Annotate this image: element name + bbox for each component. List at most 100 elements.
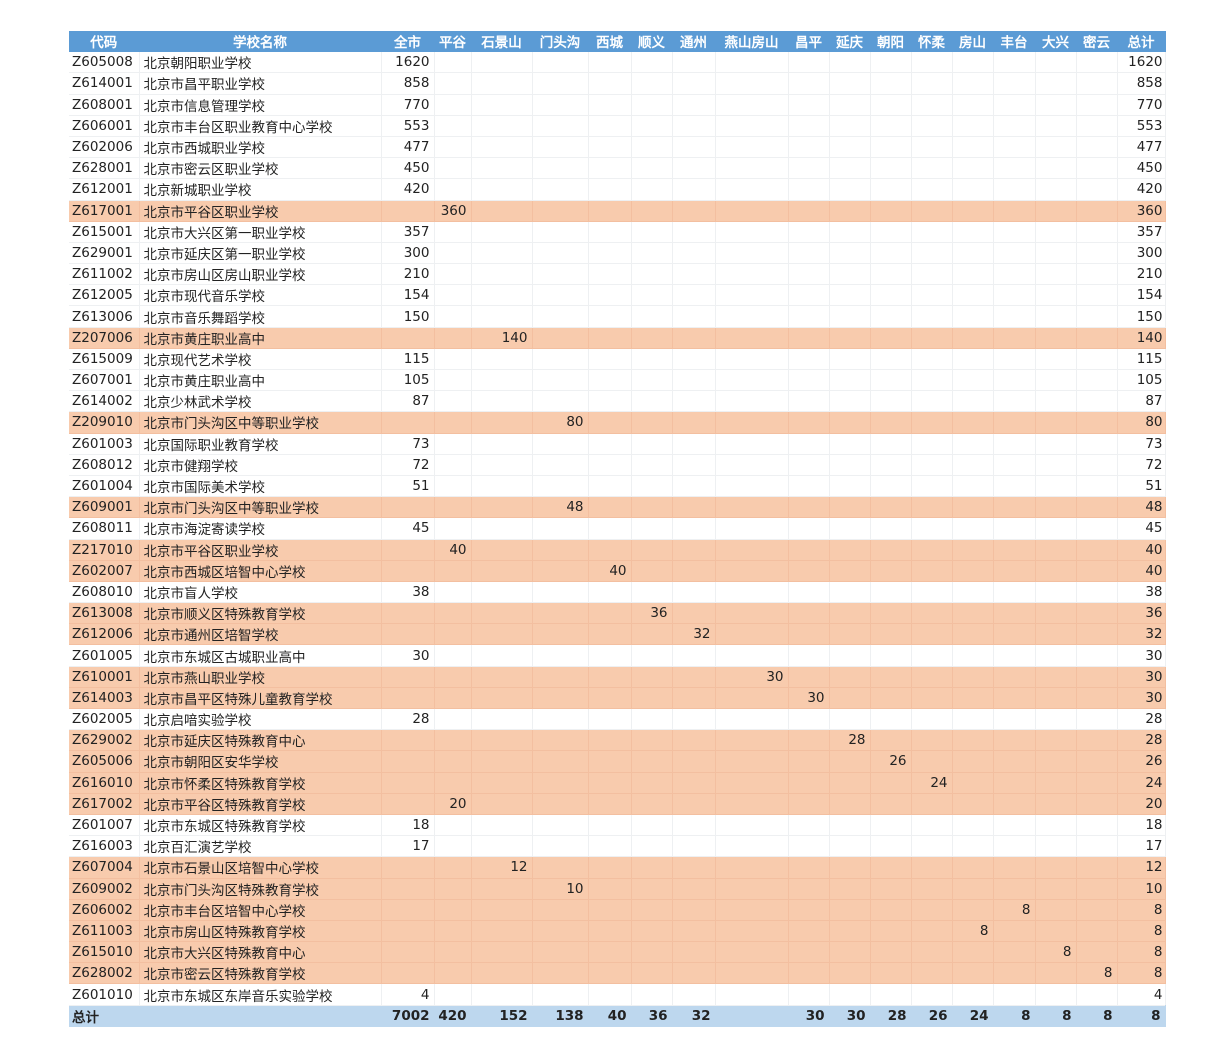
value-cell bbox=[952, 115, 994, 137]
value-cell: 357 bbox=[381, 221, 435, 243]
school-table: 代码 学校名称 全市 平谷 石景山 门头沟 西城 顺义 通州 燕山房山 昌平 延庆 朝阳 怀柔 房山 丰台 大兴… bbox=[69, 31, 1166, 1027]
column-header: 全市 bbox=[381, 31, 435, 53]
value-cell bbox=[788, 899, 830, 921]
value-cell bbox=[471, 983, 533, 1006]
value-cell bbox=[532, 475, 589, 498]
value-cell bbox=[588, 899, 632, 921]
value-cell bbox=[1076, 411, 1118, 434]
value-cell bbox=[952, 433, 994, 455]
row-total-cell: 357 bbox=[1117, 221, 1166, 243]
value-cell bbox=[952, 623, 994, 646]
value-cell bbox=[788, 793, 830, 815]
column-header: 昌平 bbox=[788, 31, 830, 53]
value-cell bbox=[952, 602, 994, 625]
value-cell bbox=[471, 899, 533, 921]
value-cell bbox=[631, 390, 673, 413]
value-cell bbox=[829, 475, 871, 498]
value-cell bbox=[993, 242, 1036, 265]
value-cell bbox=[631, 178, 673, 201]
value-cell bbox=[829, 962, 871, 985]
value-cell bbox=[532, 793, 589, 815]
column-header: 平谷 bbox=[434, 31, 472, 53]
value-cell bbox=[911, 178, 953, 201]
value-cell: 73 bbox=[381, 433, 435, 455]
row-total-cell: 20 bbox=[1117, 793, 1166, 815]
school-name-cell: 北京少林武术学校 bbox=[139, 390, 382, 413]
value-cell bbox=[672, 539, 716, 561]
value-cell bbox=[672, 178, 716, 201]
value-cell bbox=[911, 560, 953, 582]
value-cell bbox=[434, 687, 472, 710]
value-cell bbox=[870, 157, 912, 180]
value-cell bbox=[715, 687, 789, 710]
value-cell bbox=[788, 390, 830, 413]
school-code-cell: Z608010 bbox=[69, 581, 140, 604]
value-cell bbox=[870, 899, 912, 921]
value-cell bbox=[993, 390, 1036, 413]
value-cell bbox=[588, 750, 632, 773]
value-cell bbox=[471, 560, 533, 582]
value-cell bbox=[911, 729, 953, 752]
value-cell bbox=[532, 305, 589, 328]
value-cell bbox=[1035, 348, 1077, 371]
table-row: Z601005 北京市东城区古城职业高中 30 30 bbox=[69, 644, 1166, 667]
value-cell bbox=[434, 242, 472, 265]
value-cell bbox=[532, 221, 589, 243]
school-code-cell: Z601005 bbox=[69, 644, 140, 667]
school-code-cell: Z207006 bbox=[69, 327, 140, 349]
row-total-cell: 51 bbox=[1117, 475, 1166, 498]
value-cell bbox=[381, 666, 435, 688]
value-cell bbox=[471, 51, 533, 74]
value-cell bbox=[1076, 750, 1118, 773]
value-cell bbox=[1035, 51, 1077, 74]
value-cell bbox=[993, 454, 1036, 476]
value-cell bbox=[434, 878, 472, 900]
value-cell bbox=[870, 560, 912, 582]
column-header: 丰台 bbox=[993, 31, 1036, 53]
value-cell bbox=[829, 51, 871, 74]
value-cell: 30 bbox=[381, 644, 435, 667]
value-cell bbox=[1035, 221, 1077, 243]
value-cell bbox=[993, 221, 1036, 243]
value-cell bbox=[631, 623, 673, 646]
value-cell bbox=[1076, 475, 1118, 498]
value-cell bbox=[788, 72, 830, 95]
value-cell: 30 bbox=[715, 666, 789, 688]
school-name-cell: 北京市信息管理学校 bbox=[139, 94, 382, 116]
table-row: Z607001 北京市黄庄职业高中 105 105 bbox=[69, 369, 1166, 392]
value-cell bbox=[715, 496, 789, 519]
value-cell: 8 bbox=[952, 920, 994, 943]
school-name-cell: 北京市现代音乐学校 bbox=[139, 284, 382, 307]
value-cell bbox=[532, 178, 589, 201]
value-cell bbox=[952, 772, 994, 794]
table-row: Z608010 北京市盲人学校 38 38 bbox=[69, 581, 1166, 604]
value-cell bbox=[715, 390, 789, 413]
value-cell bbox=[672, 814, 716, 837]
value-cell bbox=[788, 200, 830, 222]
value-cell bbox=[434, 496, 472, 519]
value-cell bbox=[1076, 305, 1118, 328]
column-header: 通州 bbox=[672, 31, 716, 53]
value-cell bbox=[829, 517, 871, 540]
value-cell bbox=[952, 242, 994, 265]
value-cell bbox=[788, 475, 830, 498]
value-cell bbox=[588, 157, 632, 180]
value-cell bbox=[911, 623, 953, 646]
value-cell: 48 bbox=[532, 496, 589, 519]
value-cell bbox=[672, 327, 716, 349]
value-cell bbox=[434, 390, 472, 413]
column-header: 密云 bbox=[1076, 31, 1118, 53]
value-cell bbox=[788, 433, 830, 455]
value-cell bbox=[672, 878, 716, 900]
value-cell bbox=[631, 644, 673, 667]
value-cell bbox=[631, 454, 673, 476]
row-total-cell: 73 bbox=[1117, 433, 1166, 455]
value-cell bbox=[829, 284, 871, 307]
value-cell bbox=[715, 284, 789, 307]
value-cell bbox=[1076, 687, 1118, 710]
school-name-cell: 北京市怀柔区特殊教育学校 bbox=[139, 772, 382, 794]
value-cell bbox=[1076, 72, 1118, 95]
value-cell bbox=[1035, 602, 1077, 625]
value-cell bbox=[911, 242, 953, 265]
value-cell bbox=[588, 454, 632, 476]
